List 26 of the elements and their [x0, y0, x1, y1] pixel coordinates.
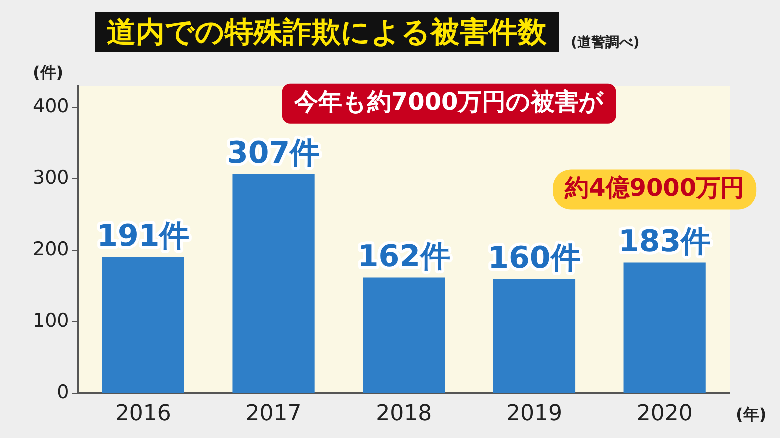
chart-title: 道内での特殊詐欺による被害件数	[95, 12, 559, 52]
annotation: 約4億9000万円	[564, 174, 745, 202]
annotation: 今年も約7000万円の被害が	[293, 88, 604, 116]
x-axis-title: (年)	[736, 404, 767, 424]
x-tick-label: 2020	[636, 402, 693, 427]
x-tick-label: 2018	[376, 402, 432, 427]
bar	[624, 262, 706, 394]
y-tick-label: 100	[33, 310, 70, 332]
bar	[102, 256, 184, 394]
y-tick-label: 400	[33, 95, 70, 118]
data-label: 191件	[97, 218, 190, 254]
x-tick-label: 2017	[246, 402, 302, 427]
data-label: 162件	[358, 240, 450, 275]
y-tick-label: 0	[57, 382, 70, 404]
data-label: 160件	[488, 240, 581, 276]
data-label: 183件	[618, 224, 712, 260]
data-label: 307件	[227, 136, 320, 171]
x-tick-label: 2019	[506, 402, 562, 427]
chart-subtitle: (道警調べ)	[571, 34, 640, 52]
y-tick-label: 200	[33, 238, 70, 260]
x-tick-label: 2016	[115, 402, 172, 427]
bar	[493, 279, 576, 394]
bar	[363, 278, 446, 394]
bar	[232, 174, 315, 394]
y-tick-label: 300	[33, 166, 70, 189]
y-axis-title: (件)	[32, 63, 64, 82]
